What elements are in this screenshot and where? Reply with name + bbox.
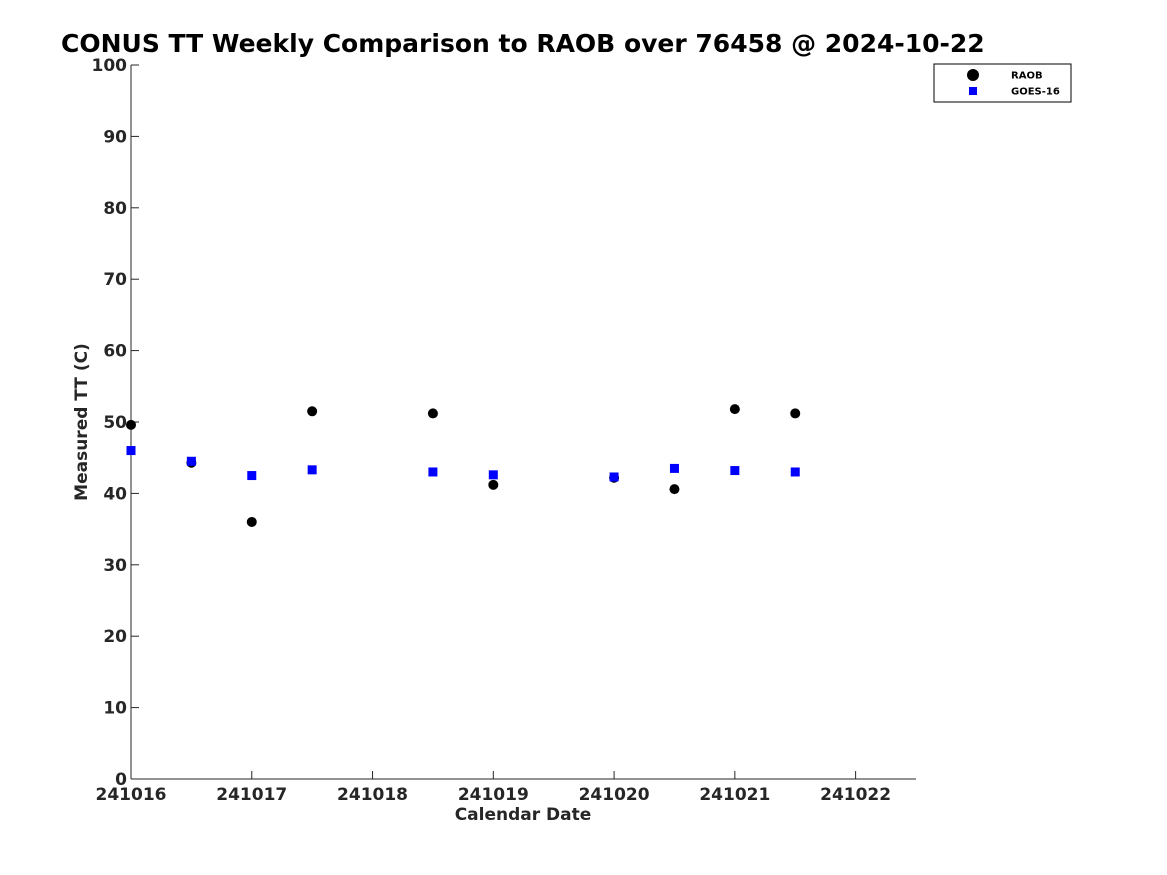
goes-16-point	[790, 467, 800, 477]
x-axis-ticks: 241016 241017 241018 241019 241020 241021 2410…	[96, 771, 891, 805]
goes-16-point	[428, 467, 438, 477]
y-tick-label: 10	[103, 699, 127, 719]
y-tick-label: 60	[103, 342, 127, 362]
y-tick-label: 20	[103, 627, 127, 647]
chart-title: CONUS TT Weekly Comparison to RAOB over …	[61, 29, 985, 58]
raob-point	[246, 516, 257, 527]
goes-16-point	[730, 466, 740, 476]
x-tick-label: 241021	[699, 785, 770, 805]
raob-point	[126, 419, 136, 430]
y-tick-label: 0	[115, 770, 127, 790]
legend: RAOB GOES-16	[933, 63, 1072, 103]
legend-raob-label: RAOB	[1011, 71, 1043, 82]
raob-point	[669, 484, 680, 495]
y-tick-label: 100	[92, 56, 128, 76]
x-tick-label: 241018	[337, 785, 408, 805]
raob-point	[307, 406, 318, 417]
x-tick-label: 241019	[458, 785, 529, 805]
legend-goes-16-label: GOES-16	[1011, 87, 1060, 98]
raob-point	[488, 479, 499, 490]
raob-point	[790, 408, 801, 419]
goes-16-point	[307, 465, 317, 475]
goes-16-point	[609, 472, 619, 482]
y-tick-label: 30	[103, 556, 127, 576]
goes-16-point	[247, 471, 257, 481]
y-tick-label: 80	[103, 199, 127, 219]
goes-16-point	[186, 456, 196, 466]
goes-16-point	[488, 470, 498, 480]
x-tick-label: 241016	[96, 785, 167, 805]
legend-goes-16-marker	[969, 87, 977, 95]
y-tick-label: 50	[103, 413, 127, 433]
y-tick-label: 90	[103, 127, 127, 147]
y-tick-label: 70	[103, 270, 127, 290]
x-axis-label: Calendar Date	[455, 805, 592, 825]
data-points	[126, 404, 801, 527]
y-tick-label: 40	[103, 484, 127, 504]
x-tick-label: 241017	[216, 785, 287, 805]
legend-raob-marker	[967, 69, 979, 81]
raob-point	[427, 408, 438, 419]
y-axis-ticks: 0 10 20 30 40 50 60 70 80 90 100	[92, 56, 139, 790]
raob-point	[729, 404, 740, 415]
y-axis-label: Measured TT (C)	[72, 343, 92, 501]
x-tick-label: 241022	[820, 785, 891, 805]
legend-box	[933, 63, 1072, 103]
x-tick-label: 241020	[579, 785, 650, 805]
goes-16-point	[669, 463, 679, 473]
goes-16-point	[126, 446, 136, 456]
